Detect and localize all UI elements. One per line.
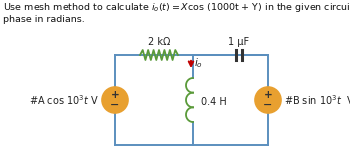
- Text: +: +: [264, 91, 272, 100]
- Circle shape: [255, 87, 281, 113]
- Text: $i_o$: $i_o$: [194, 56, 203, 70]
- Text: 0.4 H: 0.4 H: [201, 97, 227, 107]
- Text: −: −: [263, 100, 273, 110]
- Text: −: −: [110, 100, 120, 110]
- Text: 1 μF: 1 μF: [228, 37, 249, 47]
- Text: #A cos 10$^3$$t$ V: #A cos 10$^3$$t$ V: [29, 93, 99, 107]
- Text: 2 kΩ: 2 kΩ: [148, 37, 170, 47]
- Text: +: +: [111, 91, 119, 100]
- Circle shape: [102, 87, 128, 113]
- Text: Use mesh method to calculate $i_o(t) = X$cos (1000t + Y) in the given circuit, w: Use mesh method to calculate $i_o(t) = X…: [3, 1, 350, 24]
- Text: #B sin 10$^3$$t$  V: #B sin 10$^3$$t$ V: [284, 93, 350, 107]
